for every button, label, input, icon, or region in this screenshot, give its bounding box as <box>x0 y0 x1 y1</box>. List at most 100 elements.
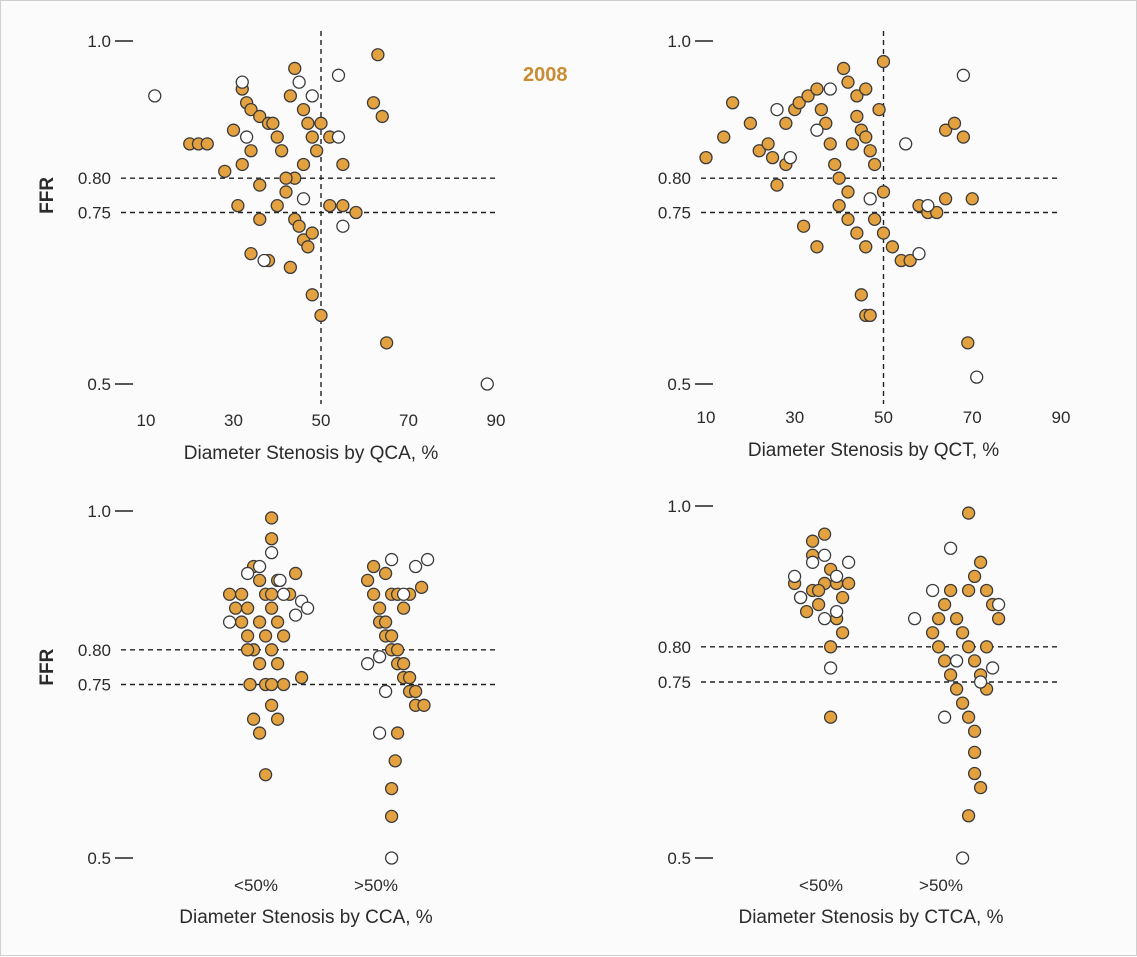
data-point-filled <box>390 643 405 657</box>
data-point-filled <box>717 130 731 144</box>
data-point-filled <box>779 116 793 130</box>
chart-panel-bottom-left: 0.5 0.75 0.80 1.0 <50% >50% Diameter Stenosis … <box>37 502 496 928</box>
data-point-filled <box>867 212 882 227</box>
data-point-filled <box>937 654 952 668</box>
data-point-filled <box>799 604 814 619</box>
data-point-filled <box>314 308 328 323</box>
data-point-open <box>955 851 970 865</box>
data-point-open <box>907 611 922 626</box>
data-point-open <box>360 657 375 671</box>
data-point-filled <box>925 626 940 640</box>
data-point-filled <box>814 102 829 117</box>
data-point-filled <box>388 754 402 768</box>
data-point-open <box>925 583 940 598</box>
data-point-open <box>949 654 964 668</box>
data-point-filled <box>850 89 864 103</box>
data-point-open <box>396 587 411 601</box>
data-point-open <box>257 253 271 268</box>
data-point-filled <box>885 240 900 254</box>
y-tick-label: 1.0 <box>667 497 691 516</box>
data-point-filled <box>258 629 273 643</box>
data-point-filled <box>841 576 856 591</box>
data-point-filled <box>288 61 302 76</box>
data-point-filled <box>752 144 766 158</box>
data-point-filled <box>828 157 842 172</box>
data-point-filled <box>252 657 267 671</box>
data-point-open <box>921 198 935 213</box>
data-point-filled <box>743 116 758 130</box>
y-axis-label: FFR <box>37 177 58 214</box>
data-point-filled <box>931 640 946 654</box>
data-point-open <box>991 597 1006 612</box>
data-point-filled <box>823 640 838 654</box>
data-point-filled <box>850 109 864 124</box>
data-point-filled <box>949 682 964 696</box>
data-point-filled <box>244 144 258 158</box>
data-point-filled <box>961 336 975 350</box>
data-point-filled <box>947 116 962 130</box>
data-point-open <box>970 370 984 384</box>
data-point-filled <box>903 253 917 268</box>
data-point-filled <box>414 580 429 594</box>
data-point-filled <box>805 534 820 548</box>
data-point-filled <box>375 109 389 124</box>
y-tick-label: 0.5 <box>667 849 691 868</box>
data-point-open <box>148 89 162 103</box>
data-point-open <box>296 192 311 206</box>
data-point-open <box>973 675 988 689</box>
x-tick-label: 90 <box>1052 408 1071 427</box>
data-point-filled <box>965 192 979 206</box>
data-point-open <box>829 569 844 584</box>
data-point-open <box>770 102 784 117</box>
data-point-open <box>823 661 838 675</box>
x-axis-label: Diameter Stenosis by QCT, % <box>748 440 999 461</box>
data-point-open <box>985 661 1000 675</box>
data-point-filled <box>699 150 713 165</box>
data-point-filled <box>253 109 267 124</box>
data-point-filled <box>961 583 976 598</box>
data-point-filled <box>264 698 279 712</box>
data-point-filled <box>956 130 971 144</box>
data-point-filled <box>336 198 350 213</box>
data-point-filled <box>937 597 952 612</box>
data-point-filled <box>270 712 285 726</box>
data-point-filled <box>252 573 267 588</box>
data-point-filled <box>240 643 255 657</box>
data-point-filled <box>276 677 291 692</box>
data-point-filled <box>228 601 243 615</box>
data-point-filled <box>231 198 245 213</box>
data-point-open <box>384 851 399 865</box>
data-point-filled <box>938 192 953 206</box>
y-tick-label: 0.75 <box>78 676 111 695</box>
data-point-filled <box>235 157 249 172</box>
data-point-filled <box>859 240 873 254</box>
data-point-filled <box>973 780 988 795</box>
data-point-filled <box>770 178 784 192</box>
data-point-filled <box>240 601 255 615</box>
data-point-filled <box>270 198 284 213</box>
data-point-filled <box>765 150 780 165</box>
data-point-open <box>235 75 249 89</box>
data-point-open <box>408 559 423 574</box>
data-point-filled <box>967 569 982 584</box>
data-point-filled <box>991 611 1006 626</box>
data-point-filled <box>949 611 964 626</box>
x-tick-label: 10 <box>697 408 716 427</box>
data-point-filled <box>872 102 886 117</box>
data-point-filled <box>244 247 258 261</box>
data-point-filled <box>931 611 946 626</box>
data-point-filled <box>323 198 337 213</box>
data-point-filled <box>402 670 417 685</box>
data-point-filled <box>967 724 982 738</box>
data-point-open <box>956 68 971 82</box>
data-point-filled <box>930 205 944 220</box>
data-point-open <box>817 611 832 626</box>
data-point-filled <box>408 684 423 699</box>
data-point-filled <box>234 587 249 601</box>
data-point-filled <box>396 657 411 671</box>
data-point-filled <box>384 781 399 796</box>
data-point-filled <box>296 102 311 117</box>
y-tick-label: 0.75 <box>78 204 111 223</box>
data-point-filled <box>384 809 399 824</box>
